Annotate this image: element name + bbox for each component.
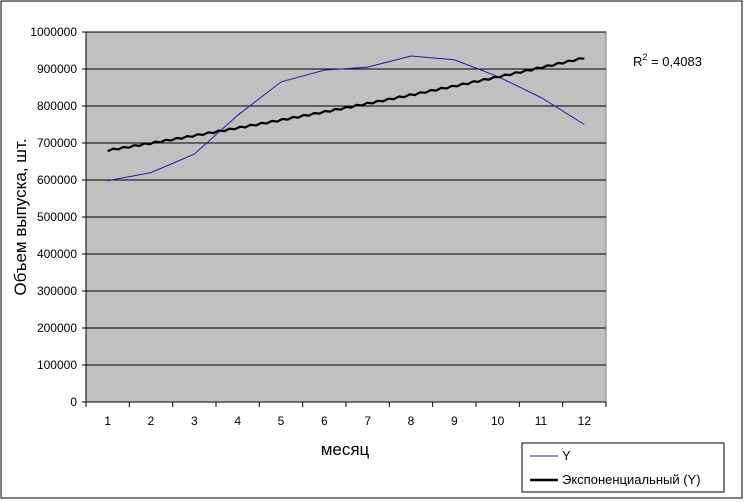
x-tick-label: 12 xyxy=(578,414,592,428)
y-tick-label: 400000 xyxy=(37,247,77,261)
series-line-Y xyxy=(107,55,585,182)
x-tick-label: 7 xyxy=(364,414,371,428)
y-tick-label: 700000 xyxy=(37,136,77,150)
x-tick-label: 9 xyxy=(451,414,458,428)
x-tick-label: 11 xyxy=(535,414,548,428)
x-tick-label: 4 xyxy=(234,414,241,428)
y-tick-label: 1000000 xyxy=(30,25,77,39)
y-tick-label: 800000 xyxy=(37,99,77,113)
x-tick-label: 5 xyxy=(278,414,285,428)
y-tick-label: 0 xyxy=(70,395,77,409)
legend: Y Экспоненциальный (Y) xyxy=(521,442,725,493)
x-tick-label: 3 xyxy=(191,414,198,428)
y-tick-label: 900000 xyxy=(37,62,77,76)
y-axis-ticks: 0 100000 200000 300000 400000 500000 600000 700… xyxy=(30,25,86,409)
y-axis-title: Объем выпуска, шт. xyxy=(11,138,30,295)
x-axis-title: месяц xyxy=(321,440,370,459)
x-tick-label: 1 xyxy=(104,414,111,428)
trendline-exponential xyxy=(107,57,585,153)
x-tick-label: 8 xyxy=(408,414,415,428)
r-squared-annotation: R2 = 0,4083 xyxy=(633,52,702,69)
legend-label-trend: Экспоненциальный (Y) xyxy=(562,472,701,487)
y-tick-label: 500000 xyxy=(37,210,77,224)
r-squared-value: = 0,4083 xyxy=(647,54,702,69)
x-tick-label: 2 xyxy=(148,414,155,428)
legend-box xyxy=(521,442,725,493)
y-tick-label: 600000 xyxy=(37,173,77,187)
y-tick-label: 200000 xyxy=(37,321,77,335)
series-layer xyxy=(107,55,585,182)
x-tick-label: 10 xyxy=(491,414,505,428)
x-tick-label: 6 xyxy=(321,414,328,428)
gridlines xyxy=(86,31,606,366)
r-squared-sup: 2 xyxy=(642,52,647,62)
y-tick-label: 300000 xyxy=(37,284,77,298)
r-squared-base: R xyxy=(633,54,642,69)
y-tick-label: 100000 xyxy=(37,358,77,372)
legend-label-y: Y xyxy=(562,448,571,463)
x-axis-ticks: 1 2 3 4 5 6 7 8 9 10 11 12 xyxy=(85,402,607,428)
